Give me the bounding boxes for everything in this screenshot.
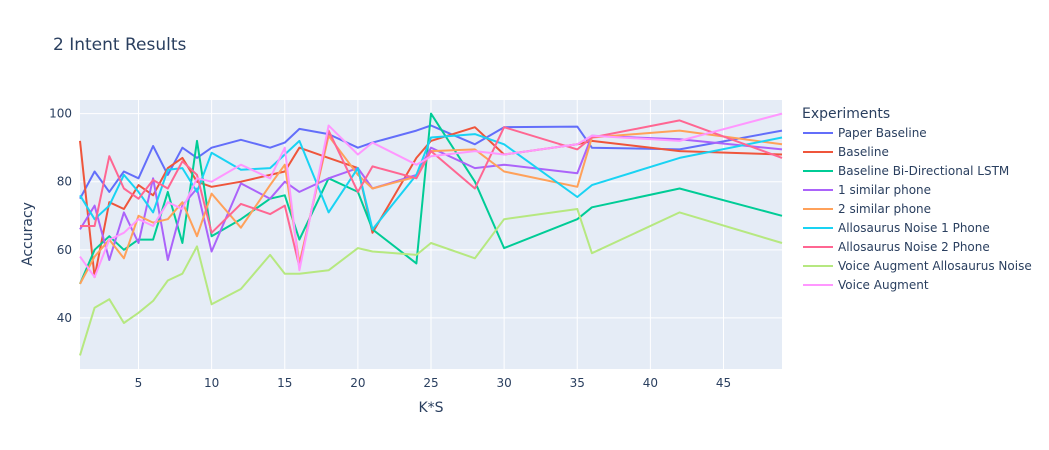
x-tick-label: 35: [570, 376, 585, 390]
y-axis-label: Accuracy: [20, 202, 36, 266]
y-tick-label: 60: [57, 243, 72, 257]
x-axis-label: K*S: [418, 400, 443, 416]
legend[interactable]: Paper Baseline Baseline Baseline Bi-Direct…: [803, 126, 1032, 292]
series-line-2-similar-phone: [79, 129, 783, 285]
y-tick-label: 100: [49, 107, 72, 121]
y-tick-label: 40: [57, 311, 72, 325]
x-tick-label: 45: [716, 376, 731, 390]
x-tick-label: 5: [135, 376, 143, 390]
legend-item[interactable]: 2 similar phone: [803, 202, 931, 216]
y-tick-label: 80: [57, 175, 72, 189]
series-group: [79, 112, 783, 356]
legend-label: Voice Augment: [838, 278, 929, 292]
legend-item[interactable]: Voice Augment: [803, 278, 929, 292]
chart-title: 2 Intent Results: [53, 35, 187, 55]
x-tick-label: 20: [350, 376, 365, 390]
legend-label: Baseline Bi-Directional LSTM: [838, 164, 1009, 178]
x-tick-label: 15: [277, 376, 292, 390]
x-tick-label: 40: [643, 376, 658, 390]
legend-label: Paper Baseline: [838, 126, 927, 140]
legend-label: Voice Augment Allosaurus Noise: [838, 259, 1032, 273]
legend-item[interactable]: Paper Baseline: [803, 126, 927, 140]
series-line-allosaurus-noise-2-phone: [80, 119, 783, 268]
legend-item[interactable]: Baseline Bi-Directional LSTM: [803, 164, 1009, 178]
legend-label: Baseline: [838, 145, 889, 159]
legend-item[interactable]: Baseline: [803, 145, 889, 159]
legend-label: Allosaurus Noise 2 Phone: [838, 240, 990, 254]
x-axis-ticks: 5 10 15 20 25 30 35 40 45: [135, 376, 731, 390]
legend-label: 2 similar phone: [838, 202, 931, 216]
legend-title: Experiments: [802, 106, 890, 122]
legend-label: 1 similar phone: [838, 183, 931, 197]
legend-item[interactable]: Voice Augment Allosaurus Noise: [803, 259, 1032, 273]
legend-item[interactable]: Allosaurus Noise 1 Phone: [803, 221, 990, 235]
series-line-voice-augment-allosaurus-noise: [79, 208, 783, 356]
y-axis-ticks: 40 60 80 100: [49, 107, 72, 325]
series-line-voice-augment: [79, 112, 783, 279]
series-line-1-similar-phone: [79, 134, 783, 261]
legend-label: Allosaurus Noise 1 Phone: [838, 221, 990, 235]
x-tick-label: 10: [204, 376, 219, 390]
x-tick-label: 25: [423, 376, 438, 390]
x-tick-label: 30: [496, 376, 511, 390]
legend-item[interactable]: 1 similar phone: [803, 183, 931, 197]
legend-item[interactable]: Allosaurus Noise 2 Phone: [803, 240, 990, 254]
